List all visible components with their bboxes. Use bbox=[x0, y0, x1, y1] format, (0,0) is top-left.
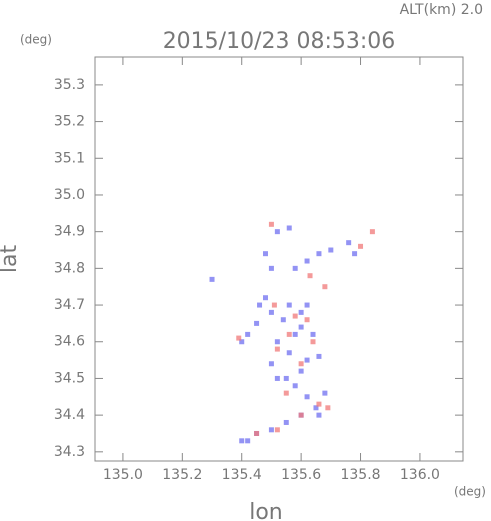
x-tick-label: 135.2 bbox=[162, 467, 202, 483]
echo-point bbox=[316, 251, 322, 257]
echo-point bbox=[209, 276, 215, 282]
echo-point bbox=[283, 390, 289, 396]
echo-point bbox=[245, 438, 251, 444]
x-tick-label: 135.8 bbox=[340, 467, 380, 483]
echo-point bbox=[292, 313, 298, 319]
echo-point bbox=[286, 225, 292, 231]
y-tick-label: 34.5 bbox=[54, 370, 85, 386]
echo-point bbox=[274, 346, 280, 352]
echo-point bbox=[274, 339, 280, 345]
echo-point bbox=[268, 265, 274, 271]
x-tick-label: 135.0 bbox=[103, 467, 143, 483]
y-tick-label: 35.2 bbox=[54, 114, 85, 130]
echo-point bbox=[325, 405, 331, 411]
chart-title: 2015/10/23 08:53:06 bbox=[163, 29, 396, 54]
y-unit: (deg) bbox=[20, 33, 52, 47]
echo-point bbox=[286, 331, 292, 337]
echo-point bbox=[283, 375, 289, 381]
echo-point bbox=[322, 284, 328, 290]
echo-point bbox=[352, 251, 358, 257]
echo-point bbox=[257, 302, 263, 308]
echo-point bbox=[254, 430, 260, 436]
y-tick-label: 34.6 bbox=[54, 334, 85, 350]
echo-point bbox=[346, 240, 352, 246]
echo-point bbox=[298, 324, 304, 330]
echo-point bbox=[268, 427, 274, 433]
echo-point bbox=[369, 229, 375, 235]
echo-point bbox=[262, 295, 268, 301]
echo-point bbox=[286, 350, 292, 356]
x-tick-label: 135.6 bbox=[281, 467, 321, 483]
y-tick-label: 35.1 bbox=[54, 150, 85, 166]
echo-point bbox=[328, 247, 334, 253]
subtitle: ALT(km) 2.0 bbox=[400, 2, 483, 18]
echo-point bbox=[292, 265, 298, 271]
x-tick-label: 136.0 bbox=[400, 467, 440, 483]
x-unit: (deg) bbox=[454, 485, 486, 499]
echo-point bbox=[292, 383, 298, 389]
echo-point bbox=[254, 320, 260, 326]
echo-point bbox=[304, 302, 310, 308]
y-axis-label: lat bbox=[0, 245, 22, 274]
plot-frame bbox=[94, 56, 464, 462]
echo-point bbox=[322, 390, 328, 396]
echo-point bbox=[316, 401, 322, 407]
echo-point bbox=[262, 251, 268, 257]
echo-point bbox=[274, 427, 280, 433]
echo-point bbox=[239, 339, 245, 345]
echo-point bbox=[304, 317, 310, 323]
y-tick-label: 34.9 bbox=[54, 224, 85, 240]
echo-point bbox=[313, 405, 319, 411]
echo-point bbox=[316, 353, 322, 359]
x-axis-label: lon bbox=[249, 500, 283, 521]
echo-point bbox=[307, 273, 313, 279]
echo-point bbox=[274, 229, 280, 235]
y-tick-label: 34.8 bbox=[54, 260, 85, 276]
echo-point bbox=[245, 331, 251, 337]
echo-point bbox=[310, 339, 316, 345]
x-tick-label: 135.4 bbox=[222, 467, 262, 483]
echo-point bbox=[271, 302, 277, 308]
echo-point bbox=[298, 361, 304, 367]
echo-point bbox=[298, 412, 304, 418]
echo-point bbox=[304, 394, 310, 400]
echo-point bbox=[268, 309, 274, 315]
echo-point bbox=[236, 335, 242, 341]
echo-point bbox=[292, 331, 298, 337]
echo-point bbox=[239, 438, 245, 444]
y-tick-label: 34.3 bbox=[54, 444, 85, 460]
echo-point bbox=[283, 419, 289, 425]
echo-point bbox=[358, 243, 364, 249]
echo-point bbox=[298, 368, 304, 374]
echo-point bbox=[304, 258, 310, 264]
echo-point bbox=[304, 357, 310, 363]
echo-point bbox=[310, 331, 316, 337]
y-tick-label: 35.0 bbox=[54, 187, 85, 203]
y-tick-label: 35.3 bbox=[54, 77, 85, 93]
echo-point bbox=[268, 221, 274, 227]
echo-point bbox=[298, 309, 304, 315]
echo-point bbox=[274, 375, 280, 381]
y-tick-label: 34.4 bbox=[54, 407, 85, 423]
echo-point bbox=[280, 317, 286, 323]
echo-point bbox=[286, 302, 292, 308]
y-tick-label: 34.7 bbox=[54, 297, 85, 313]
echo-point bbox=[268, 361, 274, 367]
echo-point bbox=[316, 412, 322, 418]
